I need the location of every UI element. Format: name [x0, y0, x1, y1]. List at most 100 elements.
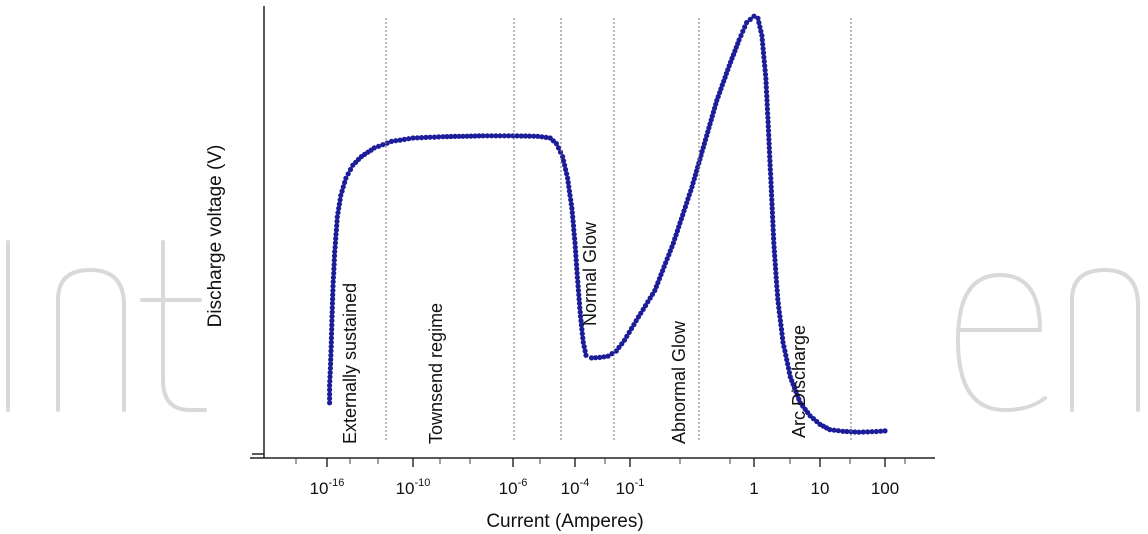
- x-tick-label: 10: [811, 479, 830, 498]
- data-point: [674, 228, 681, 234]
- data-point: [571, 231, 577, 237]
- region-label: Arc Discharge: [789, 325, 809, 438]
- x-tick-label: 10-16: [310, 477, 345, 498]
- data-point: [771, 244, 777, 250]
- data-point: [702, 137, 709, 143]
- data-point: [661, 264, 667, 270]
- data-point: [678, 216, 685, 222]
- data-point: [770, 223, 776, 229]
- data-point: [831, 427, 837, 433]
- data-point: [343, 175, 349, 181]
- data-point: [664, 256, 670, 262]
- data-point: [760, 46, 766, 52]
- data-point: [758, 28, 764, 34]
- data-point: [695, 164, 701, 170]
- data-point: [779, 335, 786, 341]
- data-point: [686, 192, 692, 198]
- data-point: [827, 427, 833, 433]
- data-point: [456, 133, 462, 139]
- data-point: [331, 270, 337, 276]
- x-tick-label: 10-6: [499, 477, 528, 498]
- region-label: Townsend regime: [426, 303, 446, 444]
- data-point: [873, 428, 879, 435]
- data-point: [770, 231, 777, 237]
- data-point: [601, 354, 607, 360]
- data-point: [681, 208, 687, 214]
- data-point: [756, 20, 762, 26]
- data-point: [570, 214, 576, 220]
- data-point: [393, 138, 399, 144]
- data-point: [777, 313, 783, 319]
- data-point: [384, 140, 390, 146]
- data-point: [631, 322, 637, 328]
- data-point: [581, 344, 587, 350]
- data-point: [769, 210, 776, 216]
- data-point: [747, 16, 753, 22]
- data-point: [619, 341, 625, 347]
- data-point: [476, 133, 482, 139]
- data-point: [335, 210, 341, 216]
- data-point: [692, 172, 699, 178]
- data-point: [331, 253, 338, 259]
- data-point: [565, 179, 571, 186]
- data-point: [763, 89, 770, 95]
- data-point: [472, 133, 478, 139]
- data-point: [340, 184, 346, 190]
- data-point: [565, 175, 571, 181]
- data-point: [761, 58, 767, 65]
- data-point: [580, 339, 586, 345]
- data-point: [575, 287, 582, 294]
- data-point: [769, 205, 775, 211]
- data-point: [569, 205, 575, 211]
- data-point: [571, 227, 577, 233]
- data-point: [699, 148, 705, 155]
- data-point: [328, 361, 334, 367]
- data-point: [779, 331, 785, 337]
- data-point: [705, 129, 711, 135]
- data-point: [764, 106, 771, 112]
- data-point: [578, 322, 585, 328]
- data-point: [436, 134, 442, 140]
- data-point: [700, 144, 706, 151]
- x-axis-title: Current (Amperes): [486, 511, 643, 532]
- data-point: [767, 162, 773, 168]
- data-point: [327, 374, 333, 380]
- data-point: [330, 292, 336, 298]
- data-point: [777, 318, 784, 324]
- data-point: [621, 337, 628, 343]
- data-point: [768, 175, 774, 181]
- data-point: [543, 134, 549, 140]
- data-point: [772, 257, 778, 263]
- data-point: [574, 266, 580, 272]
- data-point: [613, 348, 619, 354]
- data-point: [645, 299, 651, 305]
- data-point: [561, 158, 567, 164]
- data-point: [624, 333, 630, 339]
- region-labels: Externally sustained Townsend regime Norma…: [340, 221, 809, 444]
- data-point: [722, 74, 728, 80]
- data-point: [497, 133, 503, 139]
- data-point: [763, 76, 769, 82]
- data-point: [761, 54, 767, 60]
- data-point: [766, 149, 773, 155]
- data-point: [329, 318, 335, 324]
- data-point: [577, 305, 583, 311]
- data-point: [489, 133, 495, 139]
- data-point: [680, 212, 686, 218]
- data-point: [329, 305, 335, 311]
- data-point: [759, 37, 765, 43]
- data-point: [773, 274, 779, 281]
- data-point: [669, 244, 675, 250]
- data-point: [440, 134, 446, 140]
- data-point: [670, 240, 677, 246]
- data-point: [767, 158, 773, 164]
- data-point: [765, 123, 771, 129]
- data-point: [767, 154, 773, 160]
- data-point: [765, 119, 771, 125]
- data-point: [597, 354, 603, 360]
- data-point: [709, 113, 715, 119]
- data-point: [452, 133, 458, 139]
- data-point: [327, 365, 333, 371]
- data-point: [328, 339, 334, 345]
- data-point: [568, 201, 574, 207]
